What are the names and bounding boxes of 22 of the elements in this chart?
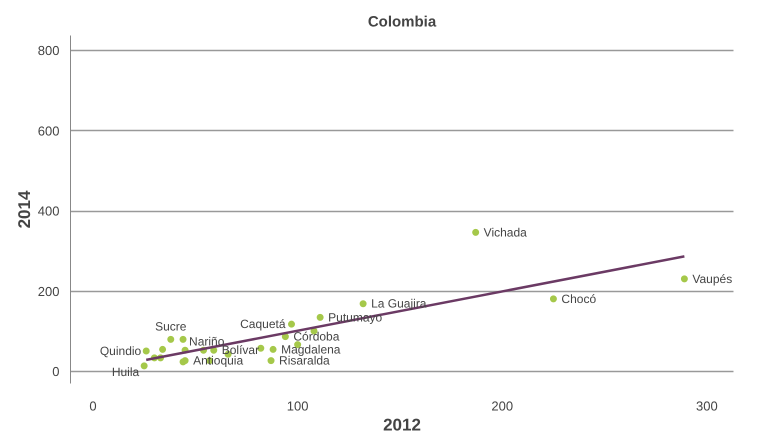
annotation: Magdalena — [281, 342, 341, 356]
y-tick-label: 600 — [38, 123, 60, 138]
y-tick-label: 0 — [52, 364, 60, 379]
annotation: Chocó — [561, 292, 596, 306]
annotation: Sucre — [155, 319, 187, 334]
annotation: Vichada — [484, 225, 528, 240]
annotation: La Guajira — [371, 296, 427, 311]
y-tick-label: 800 — [38, 43, 60, 58]
annotation: Córdoba — [293, 330, 340, 344]
y-tick-label: 200 — [38, 284, 60, 299]
x-tick-label: 200 — [491, 398, 514, 414]
y-axis-title: 2014 — [14, 190, 34, 228]
annotation: Caquetá — [240, 317, 286, 332]
x-tick-label: 100 — [286, 398, 308, 414]
x-tick-label: 0 — [89, 398, 97, 414]
chart-title: Colombia — [368, 14, 437, 30]
x-tick-label: 300 — [696, 398, 718, 414]
annotation: Huila — [112, 364, 140, 379]
y-tick-label: 400 — [38, 204, 60, 219]
x-axis-title: 2012 — [383, 416, 421, 434]
annotation: Quindio — [100, 344, 142, 358]
annotation: Vaupés — [692, 272, 732, 286]
